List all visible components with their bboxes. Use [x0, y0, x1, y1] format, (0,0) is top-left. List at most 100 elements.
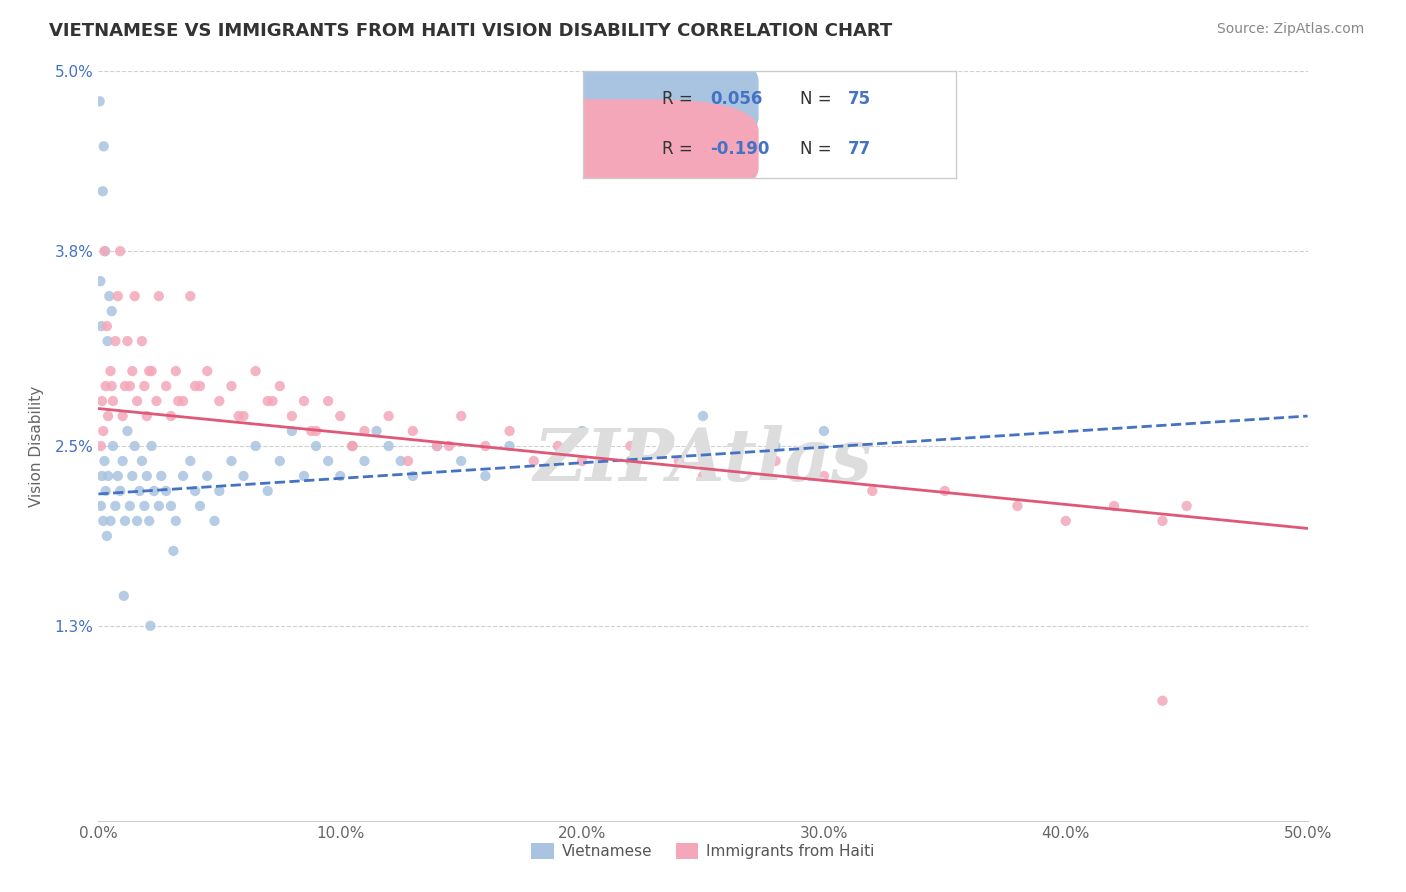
Point [437, 439, 460, 453]
Point [299, 424, 322, 438]
Point [281, 409, 304, 423]
Point [94, 483, 117, 498]
Point [426, 439, 449, 453]
Point [353, 454, 375, 468]
Point [104, 499, 127, 513]
Point [100, 364, 122, 378]
Point [342, 439, 364, 453]
Text: R =: R = [662, 90, 697, 108]
Text: N =: N = [800, 141, 837, 159]
Point [245, 364, 267, 378]
Point [377, 439, 399, 453]
Point [141, 439, 163, 453]
Point [474, 439, 496, 453]
Point [124, 289, 146, 303]
Point [208, 394, 231, 409]
Legend: Vietnamese, Immigrants from Haiti: Vietnamese, Immigrants from Haiti [526, 838, 880, 865]
Point [134, 379, 156, 393]
Point [111, 454, 134, 468]
Point [93, 244, 115, 259]
Point [692, 409, 714, 423]
Text: ZIPAtlas: ZIPAtlas [534, 425, 872, 497]
Point [97, 334, 120, 348]
FancyBboxPatch shape [486, 99, 759, 200]
Point [141, 364, 163, 378]
Point [93, 454, 115, 468]
Point [165, 514, 187, 528]
Point [107, 469, 129, 483]
Point [172, 469, 194, 483]
Point [104, 334, 127, 348]
Point [108, 244, 131, 259]
Point [90, 319, 112, 334]
Text: 0.056: 0.056 [710, 90, 762, 108]
Point [292, 469, 315, 483]
Point [208, 483, 231, 498]
Point [96, 529, 118, 543]
Point [426, 439, 449, 453]
Point [160, 409, 183, 423]
Point [100, 514, 122, 528]
Point [155, 483, 177, 498]
Point [221, 379, 243, 393]
Point [155, 379, 177, 393]
Point [396, 454, 419, 468]
Point [269, 454, 291, 468]
Point [329, 469, 352, 483]
Text: -0.190: -0.190 [710, 141, 769, 159]
Point [232, 409, 254, 423]
Point [813, 424, 835, 438]
Point [89, 95, 111, 109]
Point [329, 409, 352, 423]
Point [108, 483, 131, 498]
Point [184, 379, 207, 393]
Point [167, 394, 190, 409]
Point [402, 424, 425, 438]
Point [172, 394, 194, 409]
Point [281, 424, 304, 438]
Point [571, 454, 593, 468]
Point [96, 319, 118, 334]
Point [145, 394, 167, 409]
Point [269, 379, 291, 393]
Point [143, 483, 166, 498]
Point [91, 514, 114, 528]
Point [179, 454, 201, 468]
Point [232, 469, 254, 483]
Point [692, 469, 714, 483]
Point [860, 483, 883, 498]
Point [135, 469, 157, 483]
Point [97, 409, 120, 423]
Point [402, 469, 425, 483]
Point [165, 364, 187, 378]
Point [377, 409, 399, 423]
Point [94, 379, 117, 393]
Point [256, 394, 278, 409]
Point [262, 394, 284, 409]
Point [765, 454, 787, 468]
Point [474, 469, 496, 483]
Point [305, 424, 328, 438]
Point [353, 424, 375, 438]
Point [134, 499, 156, 513]
Text: N =: N = [800, 90, 837, 108]
Point [765, 439, 787, 453]
Point [571, 424, 593, 438]
Point [523, 454, 546, 468]
Point [138, 364, 160, 378]
Point [221, 454, 243, 468]
Point [450, 454, 472, 468]
Point [112, 589, 135, 603]
Point [131, 454, 153, 468]
Point [100, 304, 122, 318]
Point [91, 424, 114, 438]
Point [117, 424, 139, 438]
Point [138, 514, 160, 528]
Text: 75: 75 [848, 90, 872, 108]
Point [91, 469, 114, 483]
Point [498, 439, 520, 453]
Point [179, 289, 201, 303]
Point [1175, 499, 1198, 513]
Point [668, 454, 690, 468]
Point [97, 469, 120, 483]
